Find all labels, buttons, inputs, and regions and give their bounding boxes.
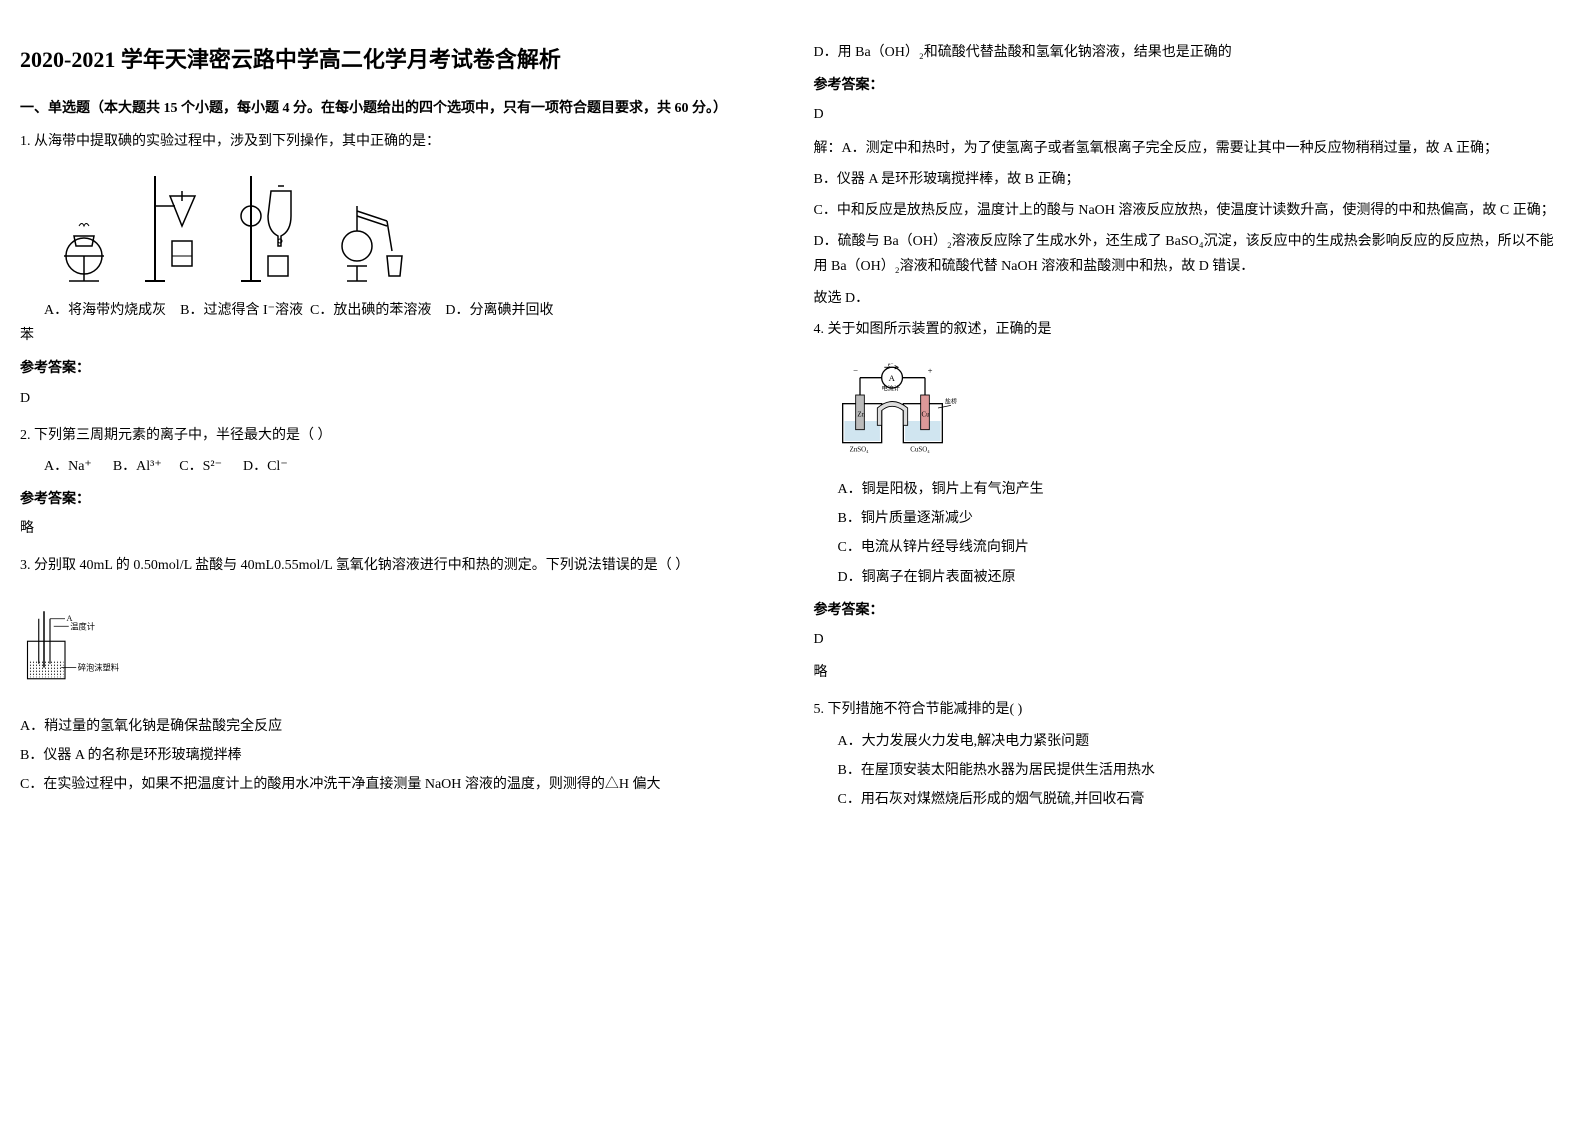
salt-label: 盐桥 xyxy=(944,398,956,406)
q1-opt-d: D．分离碘并回收 xyxy=(445,303,553,318)
thermo-label: 温度计 xyxy=(70,621,95,631)
q3-opt-a: A．稍过量的氢氧化钠是确保盐酸完全反应 xyxy=(20,714,774,739)
q2-text: 2. 下列第三周期元素的离子中，半径最大的是（ ） xyxy=(20,423,774,448)
q1-text: 1. 从海带中提取碘的实验过程中，涉及到下列操作，其中正确的是： xyxy=(20,129,774,154)
crucible-icon xyxy=(44,166,124,286)
q2-answer: 略 xyxy=(20,516,774,541)
q3-exp5: 故选 D． xyxy=(814,286,1568,311)
svg-text:+: + xyxy=(927,365,932,375)
q1-answer-label: 参考答案： xyxy=(20,356,774,381)
q3-exp1: 解：A．测定中和热时，为了使氢离子或者氢氧根离子完全反应，需要让其中一种反应物稍… xyxy=(814,136,1568,161)
q3-exp3: C．中和反应是放热反应，温度计上的酸与 NaOH 溶液反应放热，使温度计读数升高… xyxy=(814,198,1568,223)
separating-funnel-icon xyxy=(236,166,316,286)
meter-label: 电流计 xyxy=(881,385,899,393)
q3-exp4: D．硫酸与 Ba（OH）₂溶液反应除了生成水外，还生成了 BaSO₄沉淀，该反应… xyxy=(814,229,1568,279)
filter-icon xyxy=(140,166,220,286)
svg-text:−: − xyxy=(853,365,858,375)
section-header: 一、单选题（本大题共 15 个小题，每小题 4 分。在每小题给出的四个选项中，只… xyxy=(20,96,774,121)
svg-text:e⁻: e⁻ xyxy=(887,362,893,368)
q1-diagrams xyxy=(20,166,774,286)
q2-answer-label: 参考答案： xyxy=(20,487,774,512)
q1-opt-a: A．将海带灼烧成灰 xyxy=(44,303,166,318)
question-5: 5. 下列措施不符合节能减排的是( ) A．大力发展火力发电,解决电力紧张问题 … xyxy=(814,697,1568,812)
q2-opt-b: B．Al³⁺ xyxy=(113,459,162,474)
q3-opt-c: C．在实验过程中，如果不把温度计上的酸用水冲洗干净直接测量 NaOH 溶液的温度… xyxy=(20,772,774,797)
q4-opt-c: C．电流从锌片经导线流向铜片 xyxy=(838,535,1568,560)
q4-answer2: 略 xyxy=(814,660,1568,685)
q3-exp2: B．仪器 A 是环形玻璃搅拌棒，故 B 正确； xyxy=(814,167,1568,192)
question-4: 4. 关于如图所示装置的叙述，正确的是 Zn Cu A e⁻ − + ZnSO₄… xyxy=(814,317,1568,686)
q4-opt-b: B．铜片质量逐渐减少 xyxy=(838,506,1568,531)
q2-options: A．Na⁺ B．Al³⁺ C．S²⁻ D．Cl⁻ xyxy=(44,454,774,479)
svg-text:A: A xyxy=(888,373,895,383)
q2-opt-c: C．S²⁻ xyxy=(179,459,222,474)
q3-answer: D xyxy=(814,102,1568,127)
q4-answer: D xyxy=(814,627,1568,652)
q4-text: 4. 关于如图所示装置的叙述，正确的是 xyxy=(814,317,1568,342)
q1-options-row: A．将海带灼烧成灰 B．过滤得含 I⁻溶液 C．放出碘的苯溶液 D．分离碘并回收 xyxy=(44,298,774,323)
question-2: 2. 下列第三周期元素的离子中，半径最大的是（ ） A．Na⁺ B．Al³⁺ C… xyxy=(20,423,774,542)
q4-opt-a: A．铜是阳极，铜片上有气泡产生 xyxy=(838,477,1568,502)
svg-text:Zn: Zn xyxy=(857,412,865,419)
q4-answer-label: 参考答案： xyxy=(814,598,1568,623)
q5-opt-a: A．大力发展火力发电,解决电力紧张问题 xyxy=(838,729,1568,754)
svg-text:Cu: Cu xyxy=(921,412,930,419)
document-title: 2020-2021 学年天津密云路中学高二化学月考试卷含解析 xyxy=(20,40,774,80)
q1-opt-b: B．过滤得含 I⁻溶液 xyxy=(180,303,303,318)
zn-label: ZnSO₄ xyxy=(849,446,869,453)
calorimeter-icon: A 温度计 碎泡沫塑料 xyxy=(20,595,140,695)
distillation-icon xyxy=(332,166,412,286)
question-3: 3. 分别取 40mL 的 0.50mol/L 盐酸与 40mL0.55mol/… xyxy=(20,553,774,797)
cu-label: CuSO₄ xyxy=(910,446,930,453)
q2-opt-a: A．Na⁺ xyxy=(44,459,92,474)
q1-opt-c: C．放出碘的苯溶液 xyxy=(310,303,431,318)
foam-label: 碎泡沫塑料 xyxy=(78,662,119,672)
q1-opt-d-cont: 苯 xyxy=(20,323,774,348)
q1-answer: D xyxy=(20,386,774,411)
galvanic-cell-icon: Zn Cu A e⁻ − + ZnSO₄ CuSO₄ 电流计 盐桥 xyxy=(834,358,964,458)
q2-opt-d: D．Cl⁻ xyxy=(243,459,288,474)
q3-opt-d: D．用 Ba（OH）₂和硫酸代替盐酸和氢氧化钠溶液，结果也是正确的 xyxy=(814,40,1568,65)
q3-answer-label: 参考答案： xyxy=(814,73,1568,98)
q5-text: 5. 下列措施不符合节能减排的是( ) xyxy=(814,697,1568,722)
q3-opt-b: B．仪器 A 的名称是环形玻璃搅拌棒 xyxy=(20,743,774,768)
q5-opt-c: C．用石灰对煤燃烧后形成的烟气脱硫,并回收石膏 xyxy=(838,787,1568,812)
q5-opt-b: B．在屋顶安装太阳能热水器为居民提供生活用热水 xyxy=(838,758,1568,783)
q4-opt-d: D．铜离子在铜片表面被还原 xyxy=(838,565,1568,590)
q3-text: 3. 分别取 40mL 的 0.50mol/L 盐酸与 40mL0.55mol/… xyxy=(20,553,774,578)
question-1: 1. 从海带中提取碘的实验过程中，涉及到下列操作，其中正确的是： xyxy=(20,129,774,411)
left-column: 2020-2021 学年天津密云路中学高二化学月考试卷含解析 一、单选题（本大题… xyxy=(20,40,774,824)
right-column: D．用 Ba（OH）₂和硫酸代替盐酸和氢氧化钠溶液，结果也是正确的 参考答案： … xyxy=(814,40,1568,824)
